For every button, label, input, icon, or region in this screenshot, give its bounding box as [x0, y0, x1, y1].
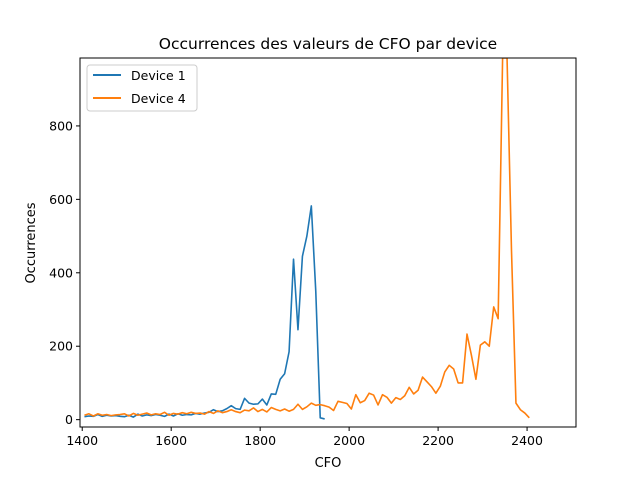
x-axis: 1400 1600 1800 2000 2200 2400: [66, 427, 543, 448]
series-layer: [84, 58, 530, 420]
chart-title: Occurrences des valeurs de CFO par devic…: [159, 35, 497, 53]
y-axis-label: Occurrences: [24, 202, 39, 283]
series-line-device-1: [84, 205, 325, 420]
series-line-device-4: [84, 58, 530, 419]
y-tick-label: 0: [65, 412, 73, 427]
x-axis-label: CFO: [315, 456, 342, 471]
y-tick-label: 600: [49, 192, 73, 207]
y-tick-label: 200: [49, 339, 73, 354]
legend-label-device-4: Device 4: [131, 91, 186, 106]
x-tick-label: 1400: [66, 433, 98, 448]
y-tick-label: 400: [49, 265, 73, 280]
legend-frame: [86, 64, 198, 112]
x-tick-label: 2400: [511, 433, 543, 448]
legend-label-device-1: Device 1: [131, 68, 186, 83]
y-axis: 0 200 400 600 800: [49, 118, 80, 427]
y-tick-label: 800: [49, 118, 73, 133]
x-tick-label: 2200: [422, 433, 454, 448]
legend: Device 1 Device 4: [86, 64, 198, 112]
x-tick-label: 1800: [244, 433, 276, 448]
plot-frame: [79, 57, 577, 428]
x-tick-label: 1600: [155, 433, 187, 448]
x-tick-label: 2000: [333, 433, 365, 448]
